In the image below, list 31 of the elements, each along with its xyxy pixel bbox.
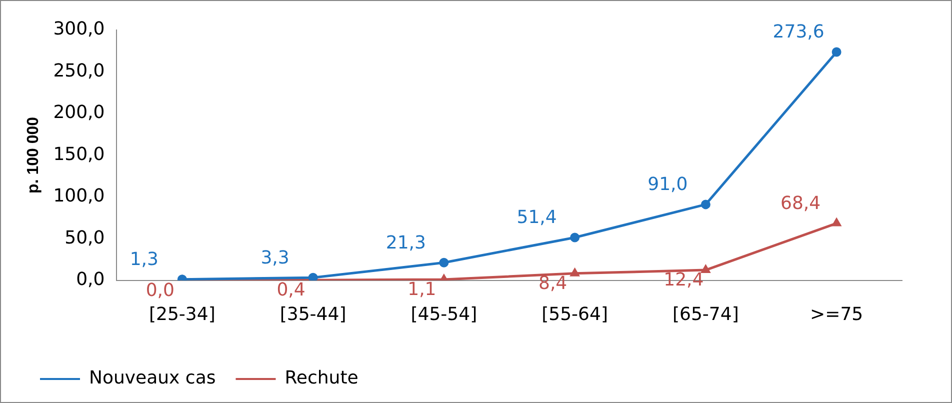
- point: [832, 47, 842, 57]
- data-label: 21,3: [386, 232, 426, 254]
- x-tick-label: [55-64]: [542, 304, 608, 325]
- point: [570, 232, 580, 242]
- legend-label: Rechute: [284, 368, 358, 389]
- y-tick-label: 150,0: [53, 144, 105, 165]
- y-tick-label: 0,0: [76, 269, 105, 290]
- data-label: 0,0: [146, 280, 174, 302]
- data-label: 1,1: [408, 279, 436, 300]
- x-tick-label: [45-54]: [410, 304, 478, 325]
- y-tick-label: 300,0: [53, 18, 105, 40]
- data-label: 273,6: [772, 22, 824, 43]
- y-tick-label: 100,0: [53, 186, 105, 207]
- data-label: 91,0: [648, 174, 688, 196]
- y-tick-label: 250,0: [53, 60, 105, 82]
- data-label: 0,4: [276, 280, 306, 301]
- data-label: 1,3: [130, 248, 158, 270]
- x-tick-label: >=75: [810, 304, 864, 325]
- point: [439, 258, 449, 268]
- point: [701, 265, 710, 274]
- x-tick-label: [65-74]: [672, 304, 739, 325]
- x-tick-label: [25-34]: [148, 304, 216, 325]
- data-label: 51,4: [516, 207, 557, 228]
- data-label: 3,3: [260, 247, 290, 268]
- x-tick-label: [35-44]: [280, 304, 346, 325]
- y-axis-title: p. 100 000: [25, 116, 42, 194]
- y-tick-label: 200,0: [53, 102, 105, 124]
- point: [700, 200, 710, 210]
- data-label: 68,4: [780, 192, 821, 214]
- y-tick-label: 50,0: [64, 227, 105, 248]
- legend-label: Nouveaux cas: [89, 368, 216, 389]
